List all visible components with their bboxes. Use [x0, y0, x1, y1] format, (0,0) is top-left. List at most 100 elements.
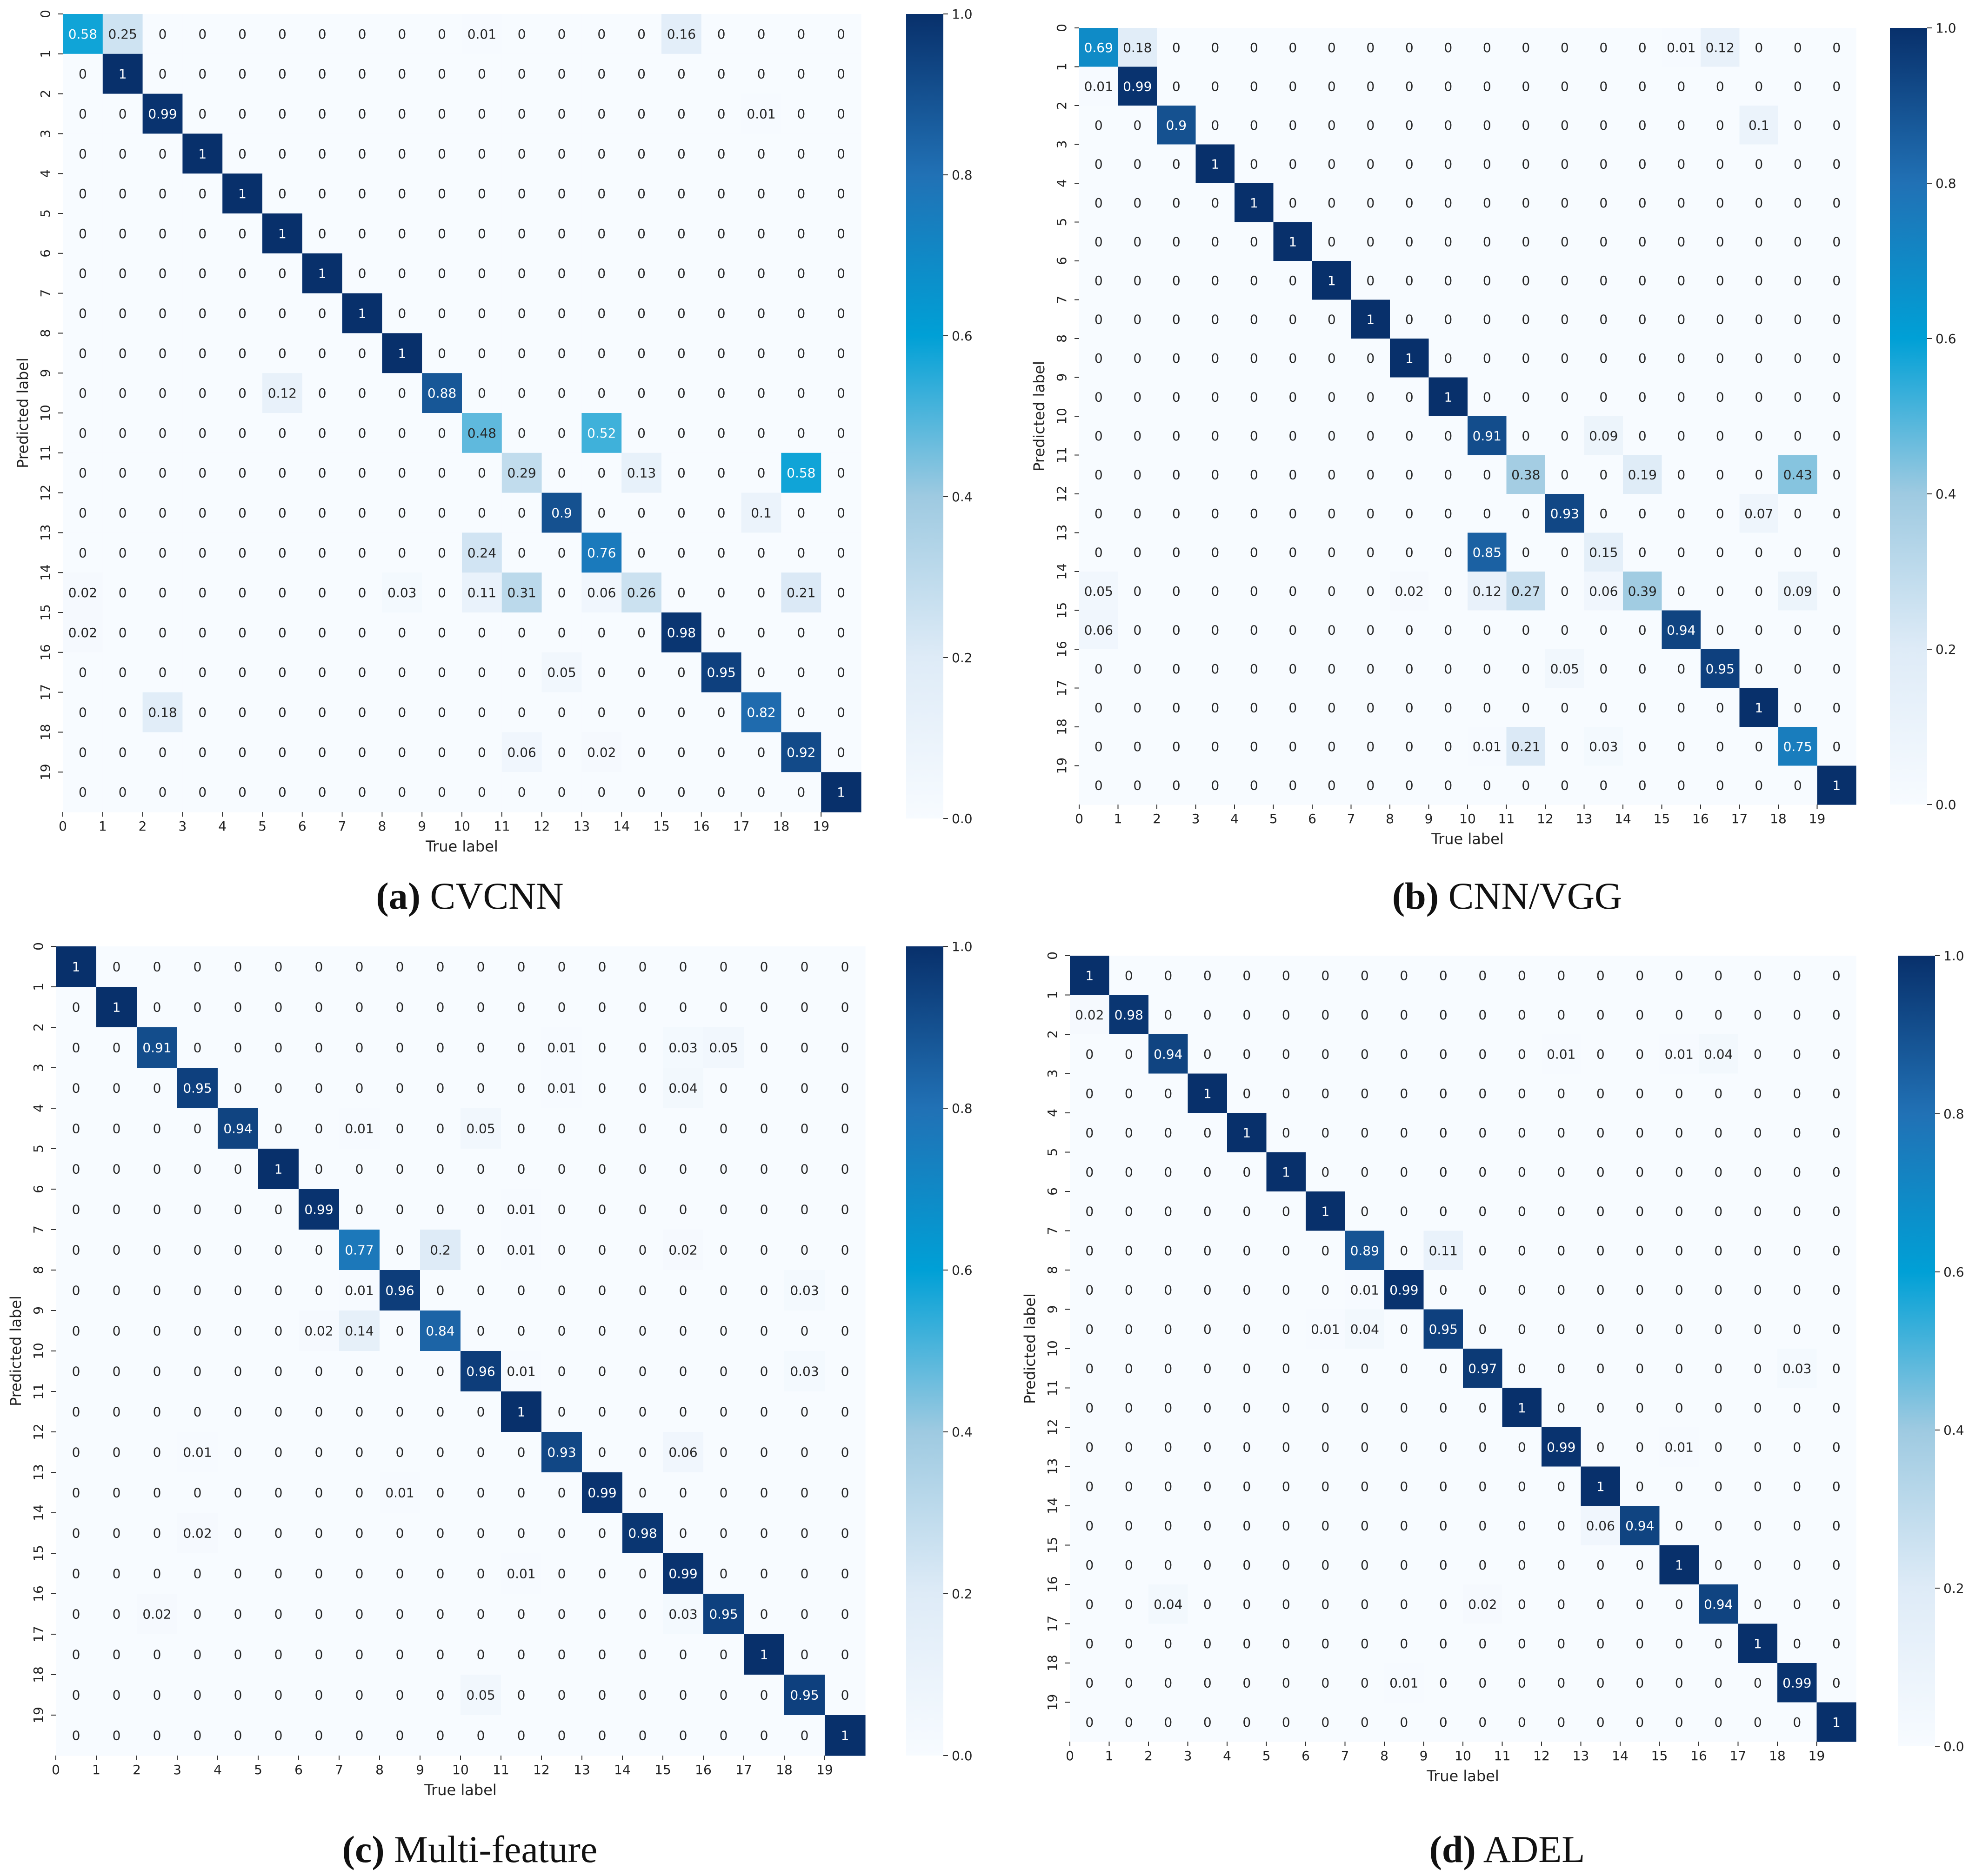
- cell-value-label: 0: [396, 1404, 404, 1420]
- cell-value-label: 0: [198, 665, 207, 680]
- heatmap-cell: [1662, 339, 1701, 378]
- y-tick-label: 8: [31, 1266, 46, 1274]
- cell-value-label: 0: [757, 346, 766, 361]
- cell-value-label: 0: [1832, 389, 1841, 405]
- y-tick-label: 18: [38, 724, 53, 741]
- cell-value-label: 0.06: [668, 1445, 697, 1460]
- cell-value-label: 0: [1754, 1086, 1762, 1101]
- heatmap-cell: [382, 133, 422, 174]
- heatmap-cell: [781, 612, 821, 653]
- heatmap-cell: [1428, 28, 1468, 67]
- y-tick-label: 18: [1045, 1655, 1060, 1671]
- cell-value-label: 0: [1328, 739, 1336, 754]
- cell-value-label: 0: [677, 266, 686, 281]
- cell-value-label: 0: [398, 705, 406, 720]
- cell-value-label: 0: [1400, 1479, 1408, 1494]
- heatmap-cell: [701, 253, 742, 294]
- cell-value-label: 0: [1439, 1557, 1448, 1573]
- cell-value-label: 0: [1250, 700, 1258, 715]
- cell-value-label: 0: [153, 1364, 161, 1379]
- cell-value-label: 0: [1444, 351, 1452, 366]
- cell-value-label: 1: [1211, 156, 1219, 172]
- cell-value-label: 0: [1400, 1557, 1408, 1573]
- cell-value-label: 0: [558, 1283, 566, 1298]
- heatmap-cell: [102, 652, 143, 693]
- heatmap-cell: [1428, 222, 1468, 261]
- heatmap-cell: [581, 93, 622, 134]
- heatmap-cell: [1545, 261, 1585, 300]
- cell-value-label: 0: [558, 585, 566, 600]
- cell-value-label: 0: [1754, 1597, 1762, 1612]
- cell-value-label: 0: [1361, 1204, 1369, 1219]
- cell-value-label: 0: [153, 1324, 161, 1339]
- y-tick-label: 10: [31, 1343, 46, 1359]
- cell-value-label: 0: [679, 959, 687, 975]
- heatmap-cell: [621, 253, 662, 294]
- cell-value-label: 0: [1793, 1282, 1801, 1297]
- heatmap-cell: [1390, 339, 1429, 378]
- cell-value-label: 0: [318, 226, 327, 241]
- cell-value-label: 0: [1483, 506, 1491, 521]
- cell-value-label: 0: [639, 1040, 647, 1056]
- cell-value-label: 0: [841, 1162, 849, 1177]
- x-tick-label: 4: [1230, 811, 1239, 826]
- cell-value-label: 0.85: [1473, 545, 1502, 560]
- heatmap-cell: [342, 133, 382, 174]
- heatmap-cell: [142, 532, 183, 573]
- cell-value-label: 0: [841, 1202, 849, 1217]
- heatmap-cell: [1506, 261, 1546, 300]
- cell-value-label: 0.01: [1311, 1322, 1340, 1337]
- cell-value-label: 0: [1561, 234, 1569, 249]
- cell-value-label: 0.01: [467, 27, 496, 42]
- cell-value-label: 0: [1133, 700, 1141, 715]
- cell-value-label: 0: [1439, 1518, 1448, 1533]
- cell-value-label: 0: [1203, 1007, 1212, 1023]
- cell-value-label: 0: [1596, 1439, 1605, 1455]
- cell-value-label: 0: [837, 466, 845, 481]
- cell-value-label: 0: [234, 1728, 242, 1743]
- cell-value-label: 0: [760, 1607, 768, 1622]
- cell-value-label: 0: [518, 266, 526, 281]
- cell-value-label: 0: [1635, 1125, 1644, 1140]
- cell-value-label: 0: [234, 1040, 242, 1056]
- heatmap-cell: [701, 532, 742, 573]
- cell-value-label: 0: [1716, 584, 1724, 599]
- cell-value-label: 0.31: [507, 585, 536, 600]
- cell-value-label: 0: [518, 306, 526, 321]
- cell-value-label: 0: [477, 1202, 485, 1217]
- colorbar-tick-label: 0.4: [952, 1424, 973, 1440]
- heatmap-cell: [1157, 261, 1196, 300]
- cell-value-label: 0: [238, 106, 247, 122]
- cell-value-label: 0: [318, 585, 327, 600]
- cell-value-label: 0: [720, 959, 728, 975]
- cell-value-label: 0: [517, 1647, 526, 1663]
- cell-value-label: 0: [438, 506, 446, 521]
- cell-value-label: 0: [1754, 1046, 1762, 1062]
- cell-value-label: 0: [797, 426, 805, 441]
- heatmap-cell: [342, 612, 382, 653]
- heatmap-cell: [1739, 106, 1779, 145]
- heatmap-cell: [1623, 106, 1662, 145]
- cell-value-label: 0: [639, 959, 647, 975]
- cell-value-label: 0: [315, 1728, 323, 1743]
- cell-value-label: 0: [639, 1688, 647, 1703]
- cell-value-label: 0: [1675, 1086, 1683, 1101]
- heatmap-cell: [1623, 261, 1662, 300]
- cell-value-label: 0: [1444, 40, 1452, 55]
- cell-value-label: 0: [1714, 1322, 1722, 1337]
- cell-value-label: 0: [1211, 40, 1219, 55]
- colorbar-tick-label: 0.2: [1943, 1581, 1964, 1596]
- cell-value-label: 0: [396, 959, 404, 975]
- cell-value-label: 0: [1755, 273, 1763, 288]
- heatmap-panel: 1 0 0 0 0 0 0 0 0 0 0 0 0 0 0 0 0 0 0 00 1 0 0 0 0 0 0 0 0 0 0 0 0 0 0 0 0 0 0…: [7, 939, 973, 1799]
- cell-value-label: 0: [1754, 1557, 1762, 1573]
- x-tick-label: 11: [1498, 811, 1515, 826]
- x-tick-label: 2: [133, 1762, 141, 1777]
- heatmap-cell: [621, 452, 662, 493]
- cell-value-label: 0: [1677, 467, 1685, 482]
- cell-value-label: 0: [1282, 1204, 1290, 1219]
- cell-value-label: 0: [1794, 273, 1802, 288]
- heatmap-cell: [621, 532, 662, 573]
- cell-value-label: 0: [1164, 1243, 1172, 1258]
- x-tick-label: 6: [294, 1762, 303, 1777]
